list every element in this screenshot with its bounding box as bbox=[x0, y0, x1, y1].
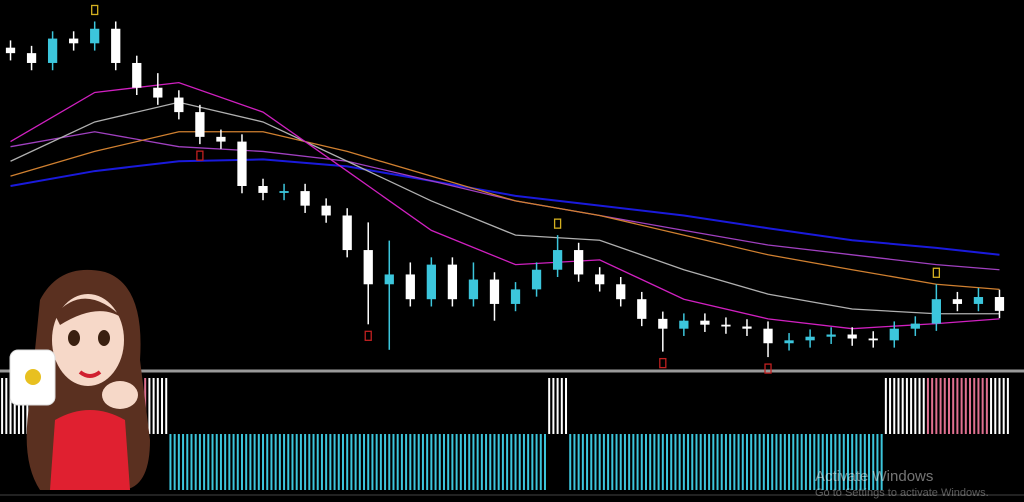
candle-body bbox=[384, 274, 394, 285]
candle-body bbox=[195, 112, 205, 137]
candle-body bbox=[721, 324, 731, 327]
candle-body bbox=[742, 326, 752, 329]
candle-body bbox=[342, 215, 352, 251]
candle-body bbox=[763, 328, 773, 344]
moving-average-line bbox=[10, 158, 1000, 256]
candle-body bbox=[637, 299, 647, 319]
candle-body bbox=[279, 191, 289, 193]
candle-body bbox=[90, 28, 100, 44]
candle-body bbox=[826, 334, 836, 337]
avatar-dress bbox=[50, 410, 130, 490]
candle-body bbox=[679, 320, 689, 329]
avatar-hand bbox=[102, 381, 138, 409]
fractal-down-marker bbox=[659, 357, 667, 369]
candle-body bbox=[321, 205, 331, 216]
candle-body bbox=[847, 334, 857, 339]
fractal-up-marker bbox=[91, 4, 99, 16]
candle-body bbox=[510, 289, 521, 304]
candle-body bbox=[658, 318, 668, 329]
candle-body bbox=[531, 269, 542, 290]
candle-body bbox=[363, 250, 373, 285]
candle-body bbox=[47, 38, 58, 63]
candle-body bbox=[132, 62, 142, 88]
candle-body bbox=[574, 250, 584, 275]
candle-body bbox=[111, 28, 121, 63]
candle-body bbox=[26, 53, 37, 63]
avatar-mug-heart bbox=[25, 369, 41, 385]
fractal-down-marker bbox=[196, 150, 204, 161]
candle-body bbox=[700, 320, 710, 325]
candle-body bbox=[616, 284, 626, 300]
candle-body bbox=[784, 340, 794, 344]
candle-body bbox=[910, 323, 920, 329]
candle-body bbox=[994, 297, 1005, 311]
candle-body bbox=[468, 279, 479, 300]
fractal-down-marker bbox=[764, 363, 772, 374]
candle-body bbox=[153, 87, 163, 98]
avatar-mouth bbox=[78, 370, 102, 378]
candle-body bbox=[805, 336, 815, 341]
candle-body bbox=[973, 297, 984, 304]
candle-body bbox=[489, 279, 500, 304]
candle-body bbox=[258, 186, 268, 193]
fractal-down-marker bbox=[364, 330, 372, 341]
candle-body bbox=[405, 274, 415, 300]
candle-body bbox=[174, 97, 184, 113]
candle-body bbox=[952, 299, 963, 304]
fractal-up-marker bbox=[553, 218, 562, 229]
candle-body bbox=[216, 136, 226, 142]
moving-average-line bbox=[10, 131, 1000, 291]
avatar-eye bbox=[68, 330, 80, 346]
candle-body bbox=[5, 47, 16, 54]
candle-body bbox=[889, 328, 899, 341]
fractal-up-marker bbox=[932, 267, 941, 278]
candle-body bbox=[552, 250, 563, 270]
candle-body bbox=[447, 264, 458, 300]
candle-body bbox=[426, 264, 436, 300]
candle-body bbox=[931, 299, 941, 324]
candle-body bbox=[69, 38, 79, 44]
watermark-title: Activate Windows bbox=[815, 468, 933, 485]
avatar-eye bbox=[98, 330, 110, 346]
avatar bbox=[9, 269, 151, 490]
avatar-bangs bbox=[55, 298, 125, 325]
watermark-subtitle: Go to Settings to activate Windows. bbox=[815, 487, 989, 499]
candle-body bbox=[595, 274, 605, 285]
candle-body bbox=[868, 338, 878, 341]
candle-body bbox=[300, 191, 310, 206]
candle-body bbox=[237, 141, 247, 186]
